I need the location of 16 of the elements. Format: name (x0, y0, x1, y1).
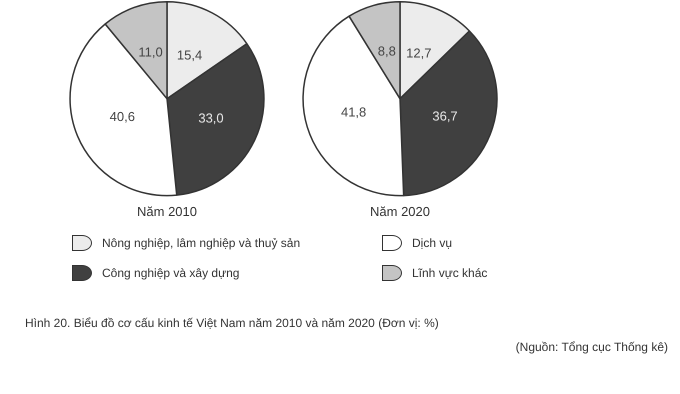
data-label: 36,7 (432, 108, 458, 124)
data-label: 33,0 (198, 110, 224, 126)
data-label: 40,6 (110, 108, 135, 124)
text: (Nguồn: Tổng cục Thống kê) (516, 340, 668, 354)
legend-label: Dịch vụ (412, 236, 452, 250)
text: Năm 2010 (137, 204, 197, 219)
legend-label: Lĩnh vực khác (412, 266, 488, 280)
legend-label: Nông nghiệp, lâm nghiệp và thuỷ sản (102, 236, 300, 250)
data-label: 15,4 (176, 47, 202, 62)
data-label: 41,8 (340, 104, 366, 120)
text: Hình 20. Biểu đồ cơ cấu kinh tế Việt Nam năm 2010 và năm 2020 (Đơn vị: %) (25, 316, 439, 330)
legend-label: Công nghiệp và xây dựng (102, 266, 240, 280)
data-label: 12,7 (406, 46, 432, 61)
data-label: 8,8 (378, 44, 396, 59)
text: Năm 2020 (370, 204, 430, 219)
data-label: 11,0 (138, 44, 163, 60)
